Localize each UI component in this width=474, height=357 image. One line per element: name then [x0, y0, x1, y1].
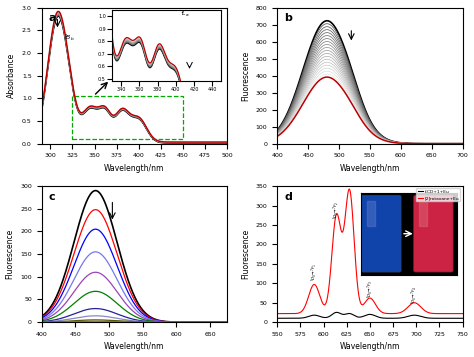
Y-axis label: Fluorescence: Fluorescence [241, 229, 250, 279]
Text: $^1\!B_b$: $^1\!B_b$ [64, 32, 74, 43]
[2]rotaxane+Eu [402, 308, 408, 312]
[2]rotaxane+Eu [293, 311, 299, 316]
[2]rotaxane+Eu [274, 311, 280, 316]
f-CD+1+Eu [349, 312, 355, 317]
f-CD+1+Eu [402, 315, 408, 320]
Legend: f-CD+1+Eu, [2]rotaxane+Eu: f-CD+1+Eu, [2]rotaxane+Eu [416, 188, 460, 201]
f-CD+1+Eu [422, 315, 428, 320]
f-CD+1+Eu [419, 315, 425, 319]
X-axis label: Wavelength/nm: Wavelength/nm [340, 342, 400, 351]
f-CD+1+Eu [356, 315, 362, 319]
[2]rotaxane+Eu [460, 311, 465, 316]
Line: f-CD+1+Eu: f-CD+1+Eu [277, 312, 463, 318]
Text: d: d [284, 191, 292, 201]
Y-axis label: Absorbance: Absorbance [8, 53, 17, 98]
Y-axis label: Fluorescence: Fluorescence [6, 229, 15, 279]
f-CD+1+Eu [460, 316, 465, 321]
f-CD+1+Eu [293, 316, 299, 320]
[2]rotaxane+Eu [346, 187, 352, 191]
Text: $^5\!D_0\!\to^7\!F_1$: $^5\!D_0\!\to^7\!F_1$ [310, 263, 319, 281]
Text: $^5\!D_0\!\to^7\!F_3$: $^5\!D_0\!\to^7\!F_3$ [365, 280, 375, 298]
Text: b: b [284, 13, 292, 23]
Text: $^5\!D_0\!\to^7\!F_2$: $^5\!D_0\!\to^7\!F_2$ [331, 201, 341, 219]
X-axis label: Wavelength/nm: Wavelength/nm [104, 342, 164, 351]
f-CD+1+Eu [274, 316, 280, 321]
f-CD+1+Eu [334, 310, 339, 315]
Bar [73, 96, 183, 139]
[2]rotaxane+Eu [422, 309, 428, 313]
Text: c: c [49, 191, 55, 201]
[2]rotaxane+Eu [419, 306, 425, 310]
[2]rotaxane+Eu [356, 295, 362, 299]
Text: $^5\!D_0\!\to^7\!F_4$: $^5\!D_0\!\to^7\!F_4$ [410, 285, 419, 303]
X-axis label: Wavelength/nm: Wavelength/nm [104, 164, 164, 173]
Text: a: a [49, 13, 56, 23]
Line: [2]rotaxane+Eu: [2]rotaxane+Eu [277, 189, 463, 313]
Y-axis label: Fluorescence: Fluorescence [241, 50, 250, 101]
X-axis label: Wavelength/nm: Wavelength/nm [340, 164, 400, 173]
[2]rotaxane+Eu [349, 210, 355, 214]
